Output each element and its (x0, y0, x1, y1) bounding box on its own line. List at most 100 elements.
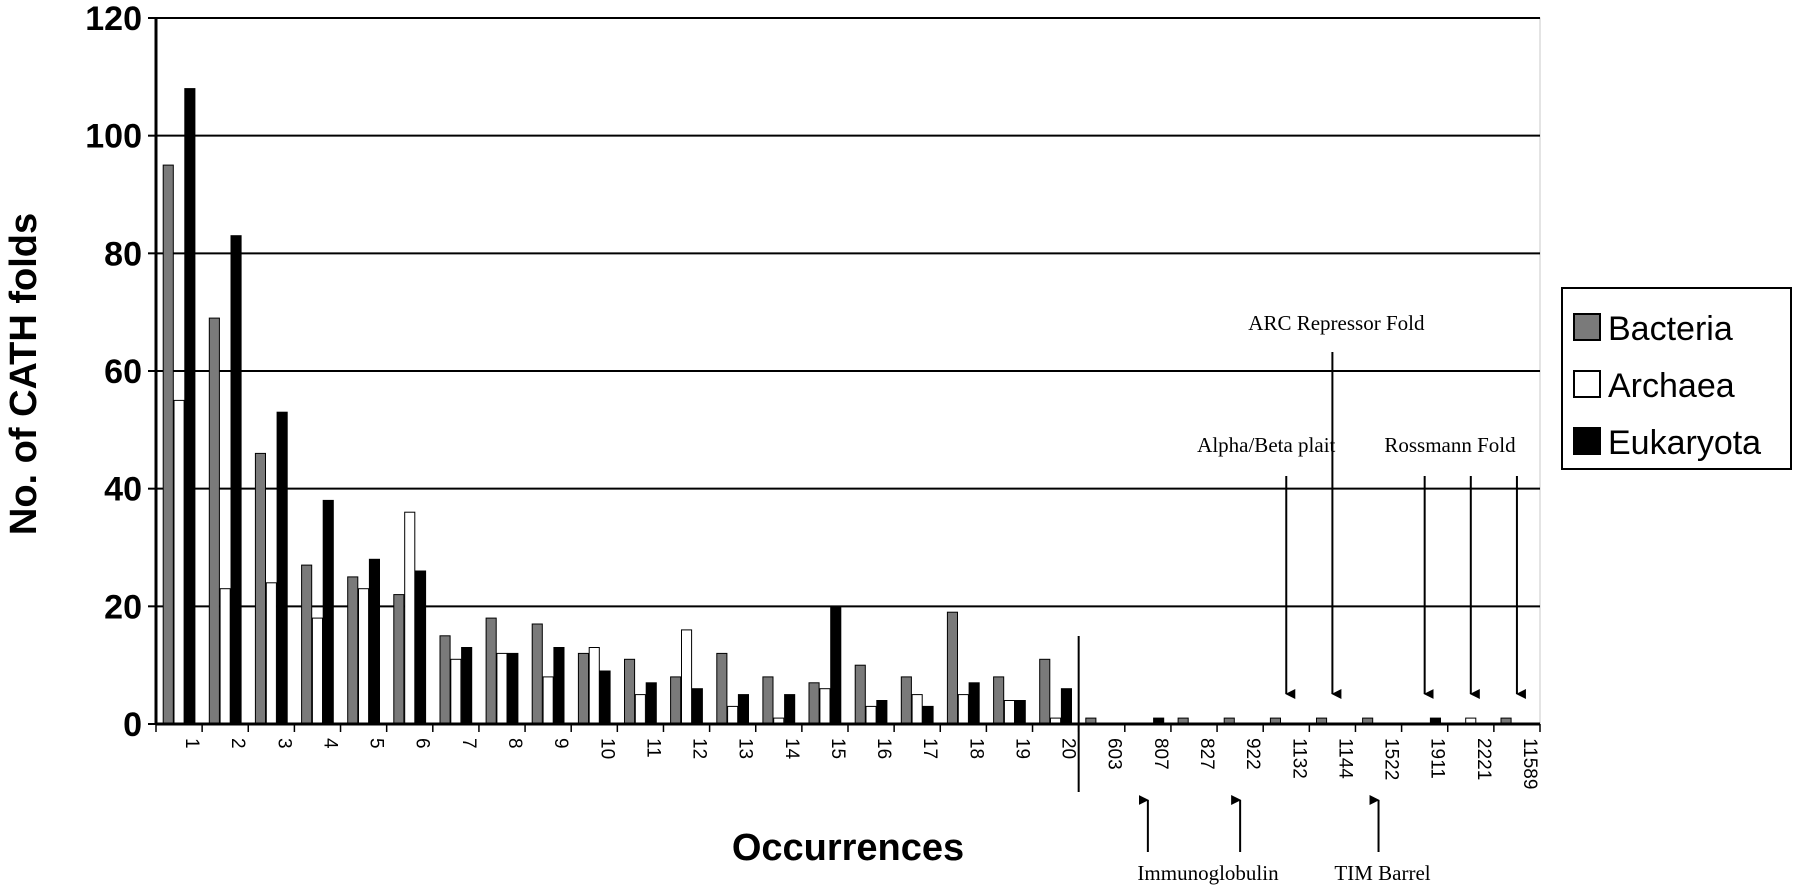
bar-bacteria-7 (439, 635, 451, 725)
x-tick-label: 8 (504, 738, 525, 749)
x-tick-label: 1132 (1288, 738, 1309, 779)
bar-archaea-7 (450, 658, 462, 725)
legend: Bacteria Archaea Eukaryota (1561, 287, 1792, 470)
x-tick-label: 603 (1104, 738, 1125, 770)
bar-archaea-11 (634, 694, 646, 725)
x-tick-label: 20 (1058, 738, 1079, 759)
bar-archaea-19 (1003, 700, 1016, 725)
x-tick-label: 14 (781, 738, 802, 760)
y-tick-label: 120 (85, 0, 142, 38)
x-tick-label: 13 (735, 738, 756, 759)
bar-archaea-12 (681, 629, 693, 725)
x-tick-label: 6 (412, 738, 433, 749)
bar-archaea-10 (588, 647, 600, 725)
x-tick-label: 922 (1242, 738, 1263, 770)
bar-bacteria-9 (531, 623, 543, 725)
bar-archaea-6 (404, 511, 416, 725)
x-tick-label: 11589 (1519, 738, 1540, 789)
bar-bacteria-18 (946, 611, 959, 725)
x-tick-label: 18 (965, 738, 986, 759)
bar-bacteria-15 (808, 682, 820, 725)
y-tick-label: 0 (123, 706, 142, 744)
bar-eukaryota-11 (645, 682, 657, 725)
bar-eukaryota-5 (368, 558, 380, 725)
x-tick-label: 2221 (1473, 738, 1494, 780)
bar-bacteria-6 (393, 594, 405, 725)
bar-archaea-8 (496, 652, 508, 725)
annotation-arc-repressor-fold: ARC Repressor Fold (1248, 311, 1425, 335)
bar-archaea-17 (911, 694, 923, 725)
x-tick-label: 19 (1011, 738, 1032, 759)
bars (162, 88, 1512, 725)
bar-bacteria-12 (670, 676, 682, 725)
bar-bacteria-3 (254, 452, 266, 725)
bar-archaea-2 (219, 588, 231, 725)
bar-bacteria-11 (624, 658, 636, 725)
bar-eukaryota-3 (276, 411, 288, 725)
x-tick-label: 7 (458, 738, 479, 749)
bar-eukaryota-15 (830, 605, 842, 725)
bar-eukaryota-7 (461, 647, 473, 725)
bar-bacteria-2 (208, 317, 220, 725)
y-axis-title: No. of CATH folds (3, 213, 45, 535)
x-tick-label: 1522 (1381, 738, 1402, 780)
bar-eukaryota-6 (415, 570, 427, 725)
grid-lines (156, 17, 1540, 608)
legend-label-eukaryota: Eukaryota (1608, 424, 1761, 462)
bar-bacteria-14 (762, 676, 774, 725)
bar-bacteria-10 (577, 652, 590, 725)
bar-eukaryota-2 (230, 235, 242, 725)
annotations: ARC Repressor Fold Alpha/Beta plait Rossma… (1137, 311, 1526, 885)
x-tick-label: 9 (550, 738, 571, 749)
bar-archaea-16 (865, 705, 877, 725)
x-tick-label: 5 (366, 738, 387, 749)
bar-archaea-3 (265, 582, 277, 725)
bar-eukaryota-13 (737, 694, 750, 725)
annotation-immunoglobulin: Immunoglobulin (1137, 861, 1279, 885)
bar-eukaryota-14 (784, 694, 796, 725)
bar-eukaryota-10 (599, 670, 611, 725)
x-tick-label: 827 (1196, 738, 1217, 770)
legend-swatch-eukaryota (1573, 427, 1601, 455)
x-tick-labels: 1 2 3 4 5 6 7 8 9 10 11 12 13 14 15 16 17 18 19 20 603 807 827… (181, 738, 1540, 789)
bar-archaea-18 (957, 694, 969, 725)
bar-archaea-4 (311, 617, 323, 725)
x-tick-label: 1 (181, 738, 202, 749)
bar-archaea-9 (542, 676, 554, 725)
bar-archaea-5 (358, 588, 370, 725)
bar-eukaryota-17 (922, 705, 934, 725)
x-tick-label: 1911 (1427, 738, 1448, 779)
x-tick-label: 11 (642, 738, 663, 758)
bar-eukaryota-18 (968, 682, 980, 725)
legend-label-bacteria: Bacteria (1608, 310, 1733, 348)
annotation-alpha-beta-plait: Alpha/Beta plait (1197, 433, 1335, 457)
bar-bacteria-4 (301, 564, 313, 725)
bar-archaea-13 (727, 705, 739, 725)
y-tick-label: 20 (104, 588, 142, 626)
legend-swatch-archaea (1573, 370, 1601, 398)
bar-bacteria-1 (162, 164, 174, 725)
bar-bacteria-17 (900, 676, 912, 725)
bar-eukaryota-8 (507, 652, 519, 725)
bar-eukaryota-20 (1060, 688, 1073, 725)
x-tick-label: 10 (596, 738, 617, 759)
x-tick-label: 12 (689, 738, 710, 759)
bar-eukaryota-16 (876, 700, 888, 725)
bar-bacteria-16 (854, 664, 866, 725)
x-tick-label: 15 (827, 738, 848, 759)
x-tick-label: 4 (319, 738, 340, 749)
bar-bacteria-8 (485, 617, 497, 725)
bar-eukaryota-4 (322, 499, 334, 725)
bar-bacteria-13 (716, 652, 728, 725)
x-tick-label: 2 (227, 738, 248, 749)
bar-eukaryota-12 (691, 688, 703, 725)
bar-eukaryota-1 (184, 88, 196, 725)
x-tick-label: 16 (873, 738, 894, 759)
x-tick-label: 807 (1150, 738, 1171, 770)
y-tick-label: 100 (85, 118, 142, 156)
bar-bacteria-20 (1039, 658, 1051, 725)
annotation-rossmann-fold: Rossmann Fold (1384, 433, 1516, 457)
legend-swatch-bacteria (1573, 313, 1601, 341)
annotation-tim-barrel: TIM Barrel (1334, 861, 1430, 885)
